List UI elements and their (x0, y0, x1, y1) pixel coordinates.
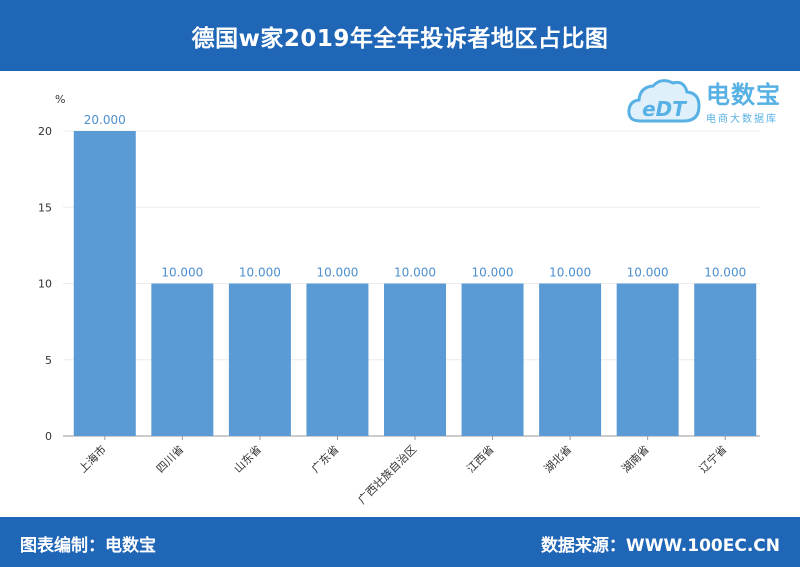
bar-chart: 0 5 10 15 20% 20.000 上海市 10.000 四川省 10.000 山东省 10.0… (38, 93, 760, 507)
bar-value-label: 10.000 (161, 266, 203, 280)
bar (228, 283, 291, 436)
bar-value-label: 10.000 (549, 266, 591, 280)
x-tick-label: 山东省 (231, 443, 264, 476)
bar-value-label: 10.000 (239, 266, 281, 280)
bar (151, 283, 214, 436)
x-tick-label: 湖北省 (542, 443, 575, 476)
bar-value-label: 20.000 (84, 113, 126, 127)
brand-logo: eDT 电数宝 电商大数据库 (626, 75, 792, 131)
footer-source: 数据来源：WWW.100EC.CN (540, 536, 780, 556)
cloud-icon: eDT (627, 79, 701, 123)
bar-value-label: 10.000 (394, 266, 436, 280)
y-unit-label: % (55, 93, 65, 106)
x-tick-label: 江西省 (464, 443, 497, 476)
bar (461, 283, 524, 436)
logo-tagline: 电商大数据库 (706, 114, 778, 125)
y-tick-label: 0 (45, 430, 52, 443)
bar (539, 283, 602, 436)
bar (694, 283, 757, 436)
footer-credit: 图表编制：电数宝 (20, 536, 156, 556)
chart-title: 德国w家2019年全年投诉者地区占比图 (191, 25, 609, 52)
y-tick-label: 5 (45, 354, 52, 367)
bar-value-label: 10.000 (627, 266, 669, 280)
chart-title-bar: 德国w家2019年全年投诉者地区占比图 (0, 0, 800, 71)
logo-mark: eDT (642, 97, 687, 121)
x-tick-label: 湖南省 (619, 443, 652, 476)
x-tick-label: 广东省 (309, 443, 342, 476)
y-tick-label: 10 (38, 278, 52, 291)
bar-value-label: 10.000 (316, 266, 358, 280)
bar (306, 283, 369, 436)
bar-value-label: 10.000 (704, 266, 746, 280)
x-tick-label: 广西壮族自治区 (355, 442, 419, 506)
x-tick-label: 四川省 (154, 443, 187, 476)
bar-value-label: 10.000 (472, 266, 514, 280)
bar (616, 283, 679, 436)
footer-bar: 图表编制：电数宝 数据来源：WWW.100EC.CN (0, 517, 800, 567)
bar (384, 283, 446, 436)
x-tick-label: 辽宁省 (696, 442, 729, 475)
y-tick-label: 20 (38, 125, 52, 138)
logo-name: 电数宝 (706, 81, 781, 109)
x-tick-label: 上海市 (76, 442, 109, 475)
y-tick-label: 15 (38, 201, 52, 214)
bar (73, 131, 136, 436)
